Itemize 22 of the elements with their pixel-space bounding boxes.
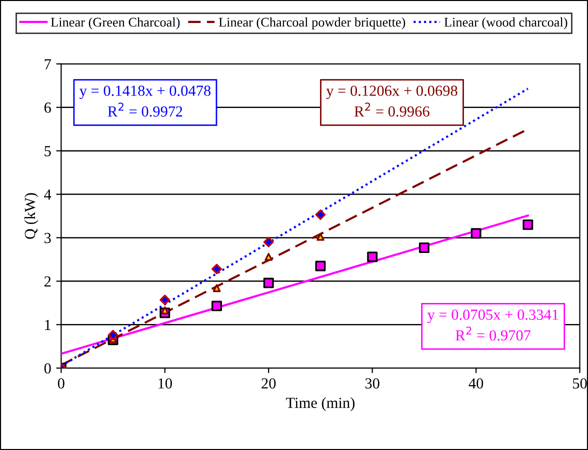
y-tick-label: 1 bbox=[45, 320, 51, 330]
y-tick-label: 2 bbox=[44, 276, 51, 286]
y-tick-label: 5 bbox=[44, 146, 51, 156]
x-tick-label: 40 bbox=[468, 378, 484, 389]
y-tick-label: 4 bbox=[44, 190, 52, 200]
annotation: y = 0.1418x + 0.0478 R$^{2}$ = 0.9972 bbox=[79, 86, 211, 117]
legend-label: Linear (wood charcoal) bbox=[444, 17, 568, 30]
y-tick-label: 0 bbox=[44, 363, 51, 374]
y-axis-title: Q (kW) bbox=[24, 193, 38, 239]
x-tick-label: 10 bbox=[158, 378, 172, 389]
y-tick-label: 7 bbox=[44, 59, 51, 70]
x-tick-label: 30 bbox=[365, 378, 380, 389]
x-axis-title: Time (min) bbox=[286, 397, 355, 412]
y-tick-label: 6 bbox=[44, 102, 51, 113]
annotation: y = 0.0705x + 0.3341 R$^{2}$ = 0.9707 bbox=[427, 310, 558, 341]
legend-label: Linear (Charcoal powder briquette) bbox=[218, 17, 406, 30]
annotation: y = 0.1206x + 0.0698 R$^{2}$ = 0.9966 bbox=[326, 86, 458, 117]
x-tick-label: 20 bbox=[262, 378, 276, 389]
x-tick-label: 50 bbox=[573, 378, 587, 389]
y-tick-label: 3 bbox=[44, 232, 51, 244]
legend-label: Linear (Green Charcoal) bbox=[50, 17, 180, 30]
x-tick-label: 0 bbox=[58, 378, 64, 389]
